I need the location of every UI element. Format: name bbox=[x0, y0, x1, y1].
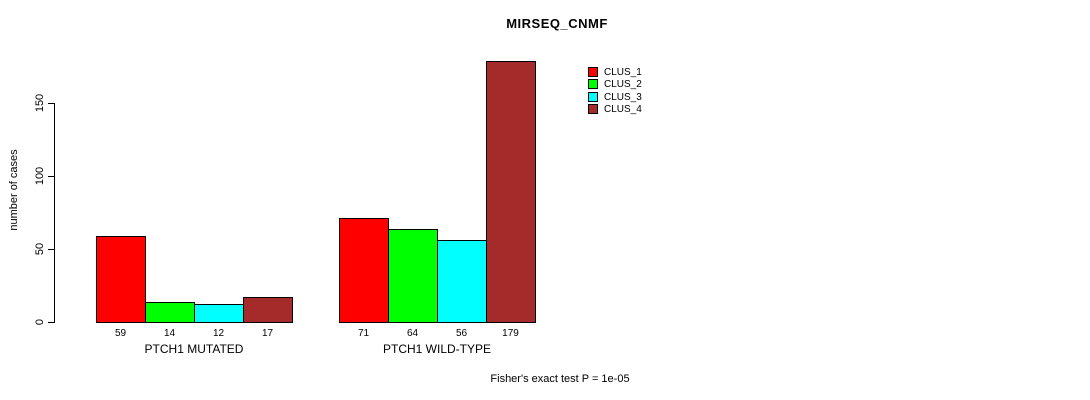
legend-label: CLUS_3 bbox=[604, 91, 642, 103]
bar-value-label: 56 bbox=[455, 328, 468, 339]
y-tick bbox=[48, 103, 55, 104]
bar-value-label: 14 bbox=[163, 328, 176, 339]
bar-value-label: 59 bbox=[114, 328, 127, 339]
legend-item: CLUS_4 bbox=[588, 103, 642, 116]
legend-swatch bbox=[588, 67, 598, 77]
legend-item: CLUS_2 bbox=[588, 79, 642, 91]
y-tick-label: 0 bbox=[34, 318, 46, 326]
y-tick bbox=[48, 322, 55, 323]
bar bbox=[486, 61, 536, 323]
bar-value-label: 17 bbox=[261, 328, 274, 339]
legend-item: CLUS_1 bbox=[588, 67, 642, 79]
y-tick bbox=[48, 249, 55, 250]
bar bbox=[96, 236, 146, 323]
y-tick-label: 150 bbox=[34, 93, 46, 113]
legend-label: CLUS_4 bbox=[604, 103, 642, 115]
legend-label: CLUS_2 bbox=[604, 79, 642, 91]
annotation-text: Fisher's exact test P = 1e-05 bbox=[490, 373, 630, 385]
chart-title: MIRSEQ_CNMF bbox=[506, 16, 608, 31]
legend-swatch bbox=[588, 79, 598, 90]
legend-item: CLUS_3 bbox=[588, 91, 642, 104]
y-tick-label: 100 bbox=[34, 166, 46, 186]
bar bbox=[243, 297, 293, 323]
bar bbox=[145, 302, 195, 323]
legend-swatch bbox=[588, 103, 598, 114]
legend-label: CLUS_1 bbox=[604, 67, 642, 78]
bar bbox=[388, 229, 438, 323]
bar bbox=[194, 304, 244, 323]
bar-value-label: 12 bbox=[212, 328, 225, 339]
group-label: PTCH1 WILD-TYPE bbox=[382, 342, 492, 356]
y-tick bbox=[48, 176, 55, 177]
bar bbox=[437, 240, 487, 323]
legend-swatch bbox=[588, 91, 598, 102]
bar-value-label: 179 bbox=[502, 328, 519, 339]
y-axis-label: number of cases bbox=[8, 149, 20, 231]
y-tick-label: 50 bbox=[34, 242, 46, 256]
bar-value-label: 71 bbox=[357, 328, 370, 339]
group-label: PTCH1 MUTATED bbox=[144, 342, 244, 356]
bar bbox=[339, 218, 389, 323]
y-axis-line bbox=[54, 103, 55, 323]
bar-value-label: 64 bbox=[406, 328, 419, 339]
